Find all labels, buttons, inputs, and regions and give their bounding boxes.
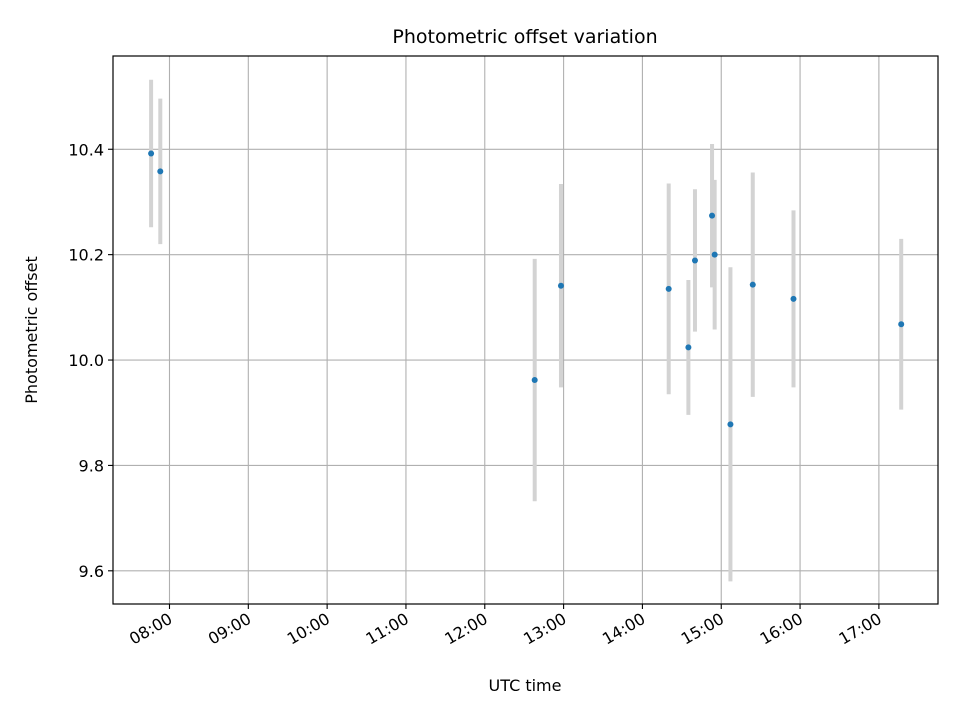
data-point xyxy=(727,421,734,428)
data-point xyxy=(749,281,756,288)
data-point xyxy=(711,251,718,258)
data-point xyxy=(709,212,716,219)
chart-title: Photometric offset variation xyxy=(392,26,657,48)
data-point xyxy=(898,321,905,328)
data-point xyxy=(685,344,692,351)
data-point xyxy=(148,150,155,157)
y-tick-label: 10.0 xyxy=(68,351,104,370)
y-tick-label: 10.4 xyxy=(68,140,104,159)
y-tick-label: 10.2 xyxy=(68,246,104,265)
x-axis-title: UTC time xyxy=(489,676,562,695)
y-tick-label: 9.8 xyxy=(79,456,104,475)
point-layer xyxy=(148,150,905,428)
data-point xyxy=(557,282,564,289)
data-point xyxy=(531,377,538,384)
y-axis: 9.6 9.8 10.0 10.2 10.4 xyxy=(68,140,113,581)
data-point xyxy=(790,295,797,302)
grid-layer xyxy=(113,56,938,604)
data-point xyxy=(157,168,164,175)
y-tick-label: 9.6 xyxy=(79,562,104,581)
data-point xyxy=(665,285,672,292)
plot-frame xyxy=(112,55,939,605)
y-axis-title: Photometric offset xyxy=(22,256,41,404)
data-point xyxy=(691,257,698,264)
